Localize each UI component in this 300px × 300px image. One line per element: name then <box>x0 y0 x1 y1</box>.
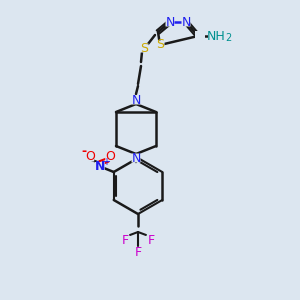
Text: N: N <box>165 16 175 28</box>
Text: NH: NH <box>207 29 225 43</box>
FancyBboxPatch shape <box>131 95 140 104</box>
FancyBboxPatch shape <box>121 236 130 244</box>
Text: F: F <box>147 233 155 247</box>
FancyBboxPatch shape <box>182 17 190 26</box>
Text: 2: 2 <box>225 33 231 43</box>
FancyBboxPatch shape <box>131 154 140 163</box>
FancyBboxPatch shape <box>140 44 148 52</box>
FancyBboxPatch shape <box>155 40 164 50</box>
Text: N: N <box>131 94 141 106</box>
Text: -: - <box>81 146 86 158</box>
Text: F: F <box>122 233 129 247</box>
FancyBboxPatch shape <box>105 152 114 161</box>
FancyBboxPatch shape <box>146 236 155 244</box>
Text: N: N <box>131 152 141 164</box>
Text: F: F <box>134 245 142 259</box>
FancyBboxPatch shape <box>85 152 94 161</box>
Text: S: S <box>140 41 148 55</box>
FancyBboxPatch shape <box>166 17 175 26</box>
FancyBboxPatch shape <box>195 31 205 41</box>
Text: +: + <box>102 157 110 167</box>
Text: N: N <box>94 160 105 172</box>
Text: O: O <box>85 151 95 164</box>
Text: S: S <box>156 38 164 52</box>
FancyBboxPatch shape <box>208 31 236 41</box>
FancyBboxPatch shape <box>134 248 142 256</box>
FancyBboxPatch shape <box>95 162 105 172</box>
Text: O: O <box>105 151 115 164</box>
Text: N: N <box>181 16 191 28</box>
